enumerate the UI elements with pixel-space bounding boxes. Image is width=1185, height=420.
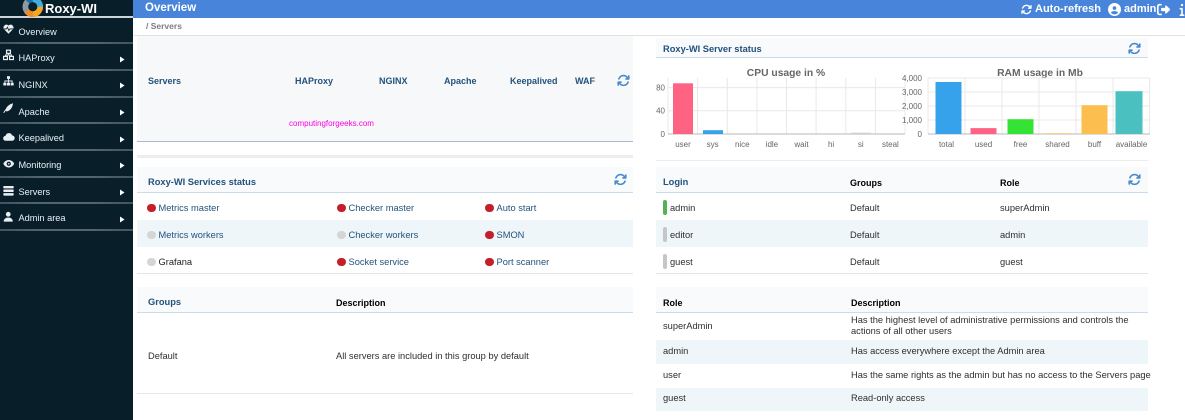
svg-text:total: total xyxy=(939,140,954,149)
svg-text:user: user xyxy=(675,140,691,149)
svg-text:hi: hi xyxy=(828,140,834,149)
svg-text:80: 80 xyxy=(656,83,665,92)
svg-text:wait: wait xyxy=(793,140,809,149)
svg-text:available: available xyxy=(1116,140,1148,149)
svg-text:idle: idle xyxy=(766,140,779,149)
svg-text:steal: steal xyxy=(882,140,899,149)
svg-text:buff: buff xyxy=(1088,140,1102,149)
svg-text:RAM usage in Mb: RAM usage in Mb xyxy=(997,68,1083,79)
svg-text:1,000: 1,000 xyxy=(902,116,923,125)
svg-text:nice: nice xyxy=(735,140,750,149)
svg-text:CPU usage in %: CPU usage in % xyxy=(747,68,825,79)
svg-text:3,000: 3,000 xyxy=(902,88,923,97)
svg-text:2,000: 2,000 xyxy=(902,102,923,111)
svg-text:0: 0 xyxy=(918,130,923,139)
svg-text:4,000: 4,000 xyxy=(902,74,923,83)
svg-text:0: 0 xyxy=(661,130,666,139)
svg-text:shared: shared xyxy=(1045,140,1069,149)
svg-text:sys: sys xyxy=(707,140,719,149)
svg-text:used: used xyxy=(975,140,992,149)
svg-text:40: 40 xyxy=(656,107,665,116)
svg-text:si: si xyxy=(858,140,864,149)
svg-text:free: free xyxy=(1014,140,1028,149)
